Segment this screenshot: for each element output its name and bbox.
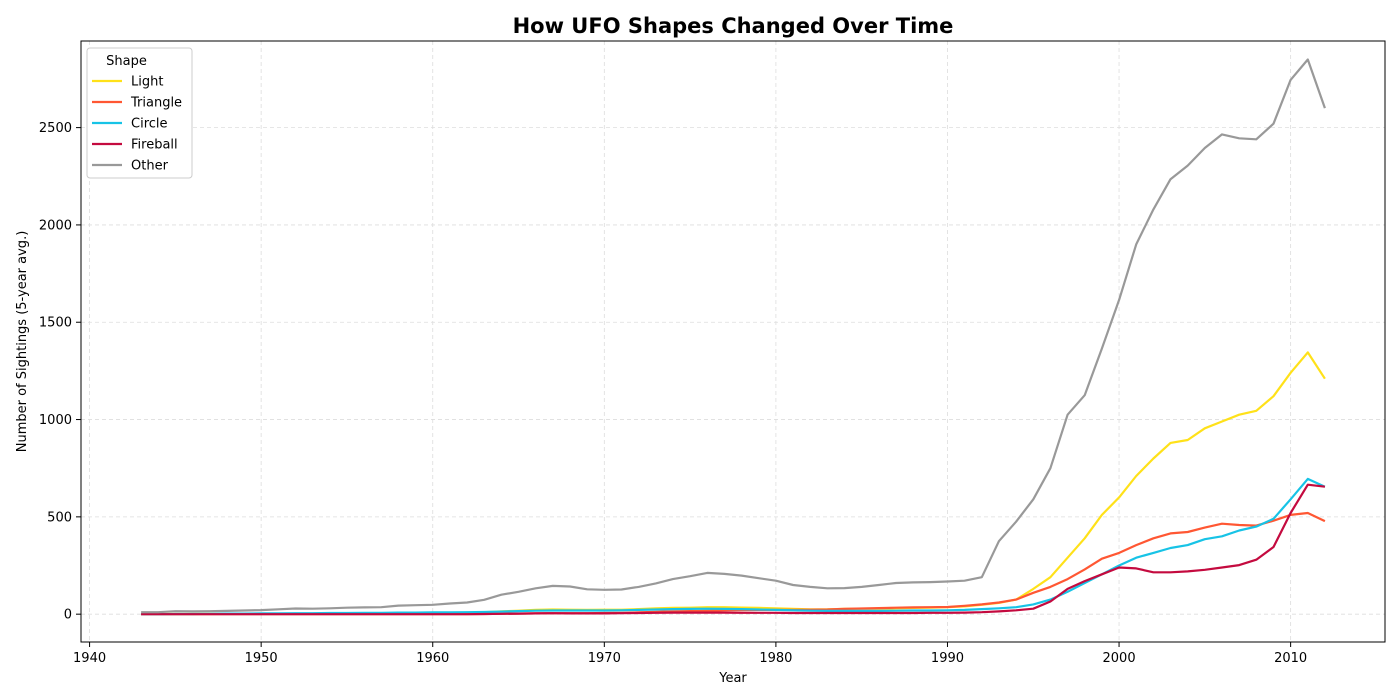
- y-tick-label: 1000: [39, 413, 72, 428]
- legend-label: Other: [131, 159, 169, 174]
- legend-label: Fireball: [131, 138, 178, 153]
- grid: [81, 41, 1385, 642]
- series-line-triangle: [141, 511, 1326, 616]
- x-tick-label: 2010: [1274, 651, 1307, 666]
- legend-item-circle: Circle: [92, 117, 168, 132]
- series-line-circle: [141, 477, 1326, 616]
- legend-item-triangle: Triangle: [92, 96, 182, 111]
- y-axis-ticks: 0 500 1000 1500 2000 2500: [39, 121, 81, 623]
- y-tick-label: 0: [64, 608, 72, 623]
- legend-label: Circle: [131, 117, 168, 132]
- legend-item-other: Other: [92, 159, 169, 174]
- plot-frame: [80, 40, 1386, 643]
- x-tick-label: 1960: [416, 651, 449, 666]
- y-tick-label: 500: [47, 510, 72, 525]
- y-tick-label: 1500: [39, 316, 72, 331]
- x-tick-label: 1970: [588, 651, 621, 666]
- x-axis-label: Year: [718, 671, 747, 686]
- x-tick-label: 1980: [759, 651, 792, 666]
- x-tick-label: 1950: [245, 651, 278, 666]
- legend-label: Triangle: [130, 96, 182, 111]
- series-lines: [141, 58, 1326, 616]
- x-tick-label: 2000: [1103, 651, 1136, 666]
- legend-label: Light: [131, 75, 163, 90]
- legend-item-fireball: Fireball: [92, 138, 178, 153]
- y-axis-label: Number of Sightings (5-year avg.): [15, 231, 30, 453]
- series-line-other: [141, 58, 1326, 614]
- x-tick-label: 1940: [73, 651, 106, 666]
- legend: Shape Light Triangle Circle Fireball Other: [86, 47, 193, 179]
- chart-title: How UFO Shapes Changed Over Time: [513, 14, 954, 38]
- x-tick-label: 1990: [931, 651, 964, 666]
- series-line-fireball: [141, 483, 1326, 616]
- legend-item-light: Light: [92, 75, 163, 90]
- legend-title: Shape: [106, 54, 147, 69]
- x-axis-ticks: 1940 1950 1960 1970 1980 1990 2000 2010: [73, 642, 1307, 666]
- y-tick-label: 2500: [39, 121, 72, 136]
- y-tick-label: 2000: [39, 218, 72, 233]
